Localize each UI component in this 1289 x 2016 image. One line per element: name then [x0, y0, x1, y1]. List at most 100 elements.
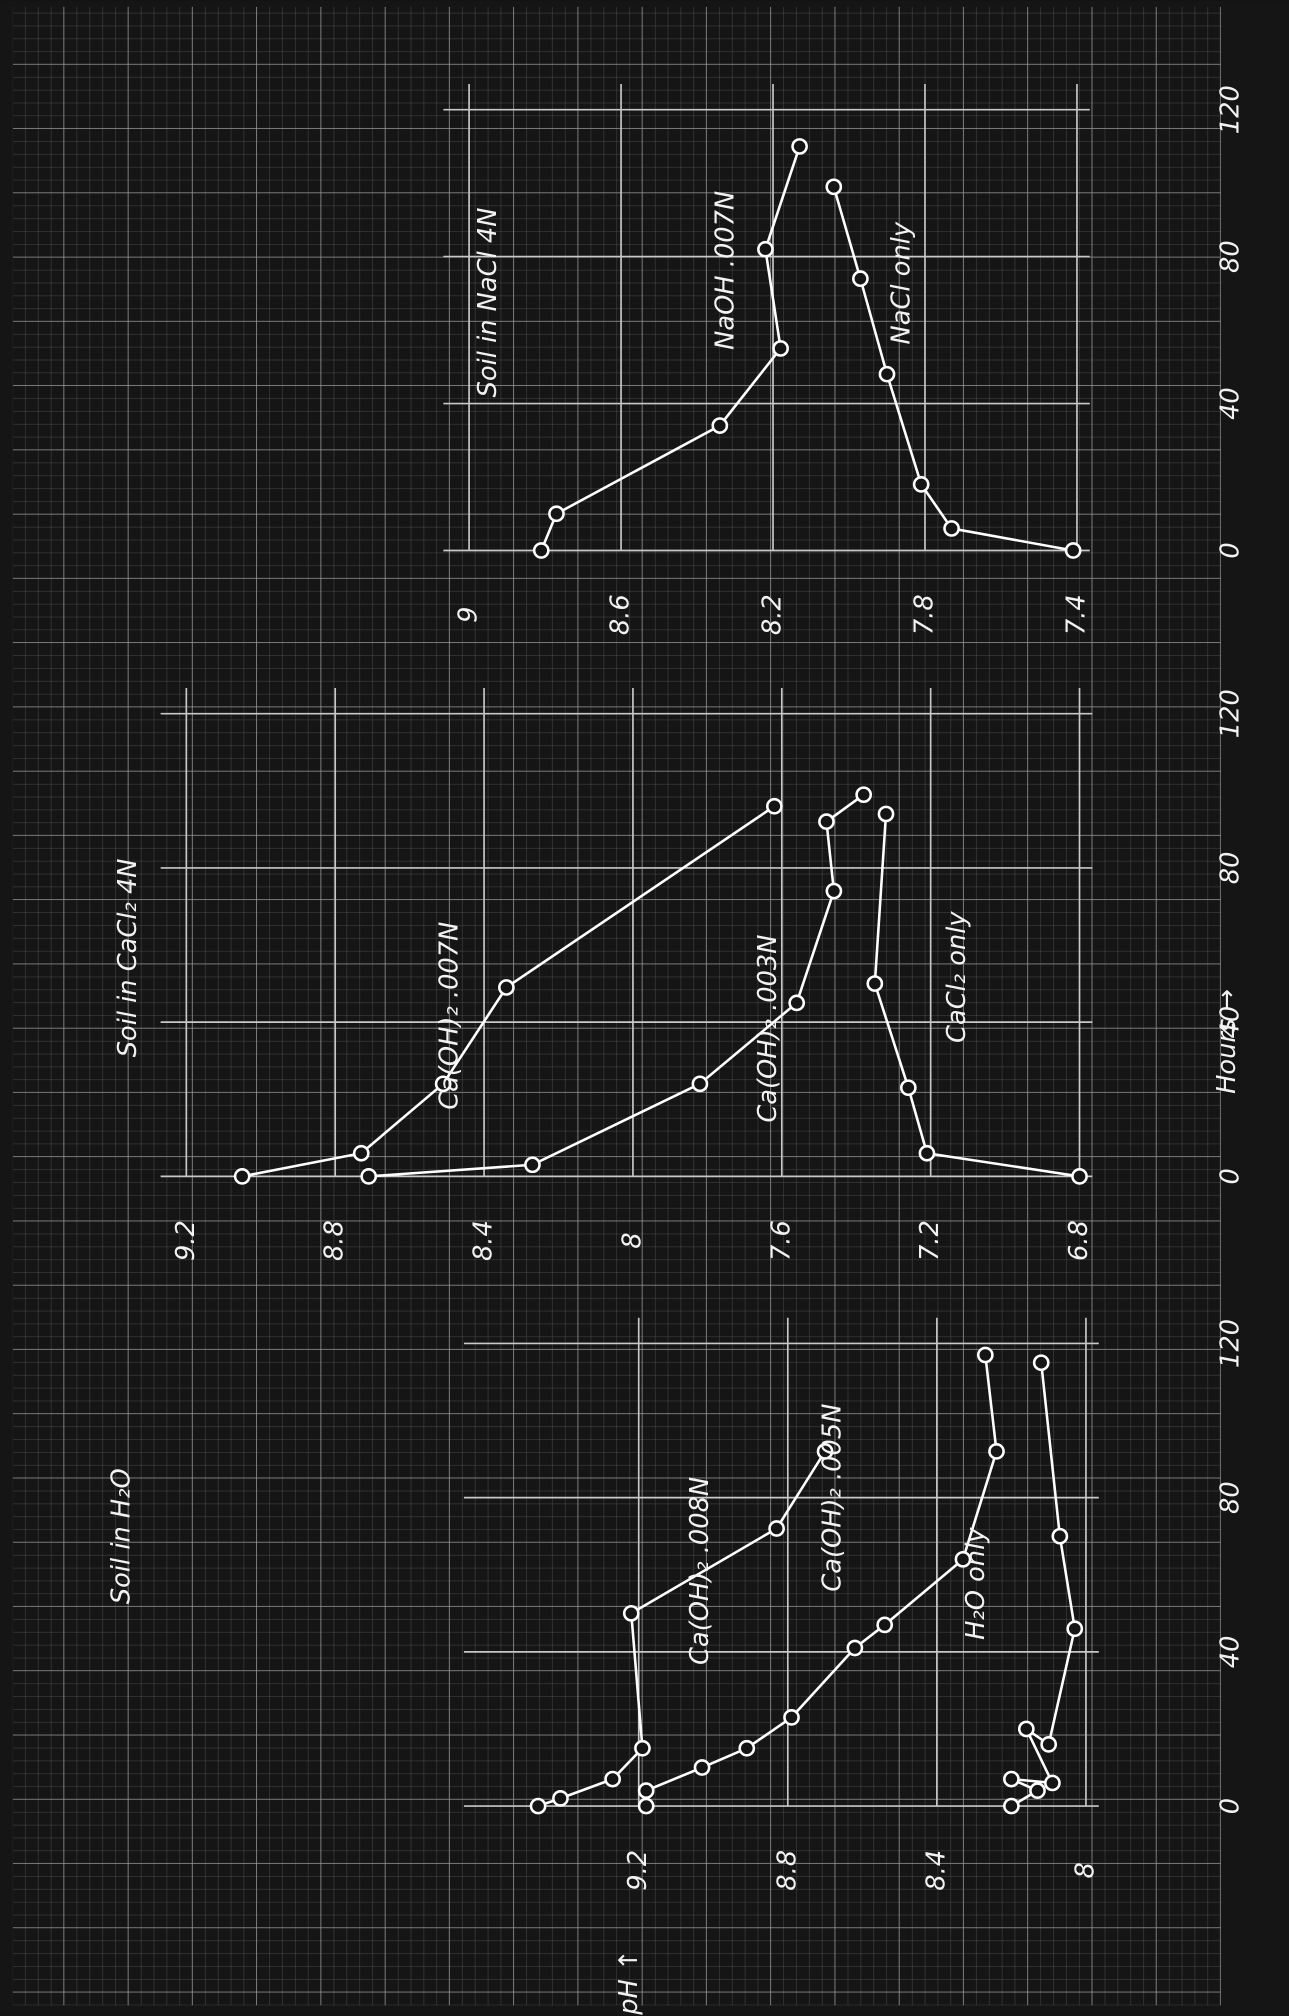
- data-point: [498, 979, 515, 996]
- chart-title: Soil in CaCl₂ 4N: [113, 858, 143, 1057]
- series-label: Ca(OH)₂ .007N: [434, 922, 464, 1110]
- series-line: [832, 186, 1074, 552]
- x-tick-label: 40: [1216, 387, 1246, 420]
- series-line: [644, 1354, 998, 1807]
- data-point: [818, 813, 835, 831]
- chart-title: Soil in NaCl 4N: [473, 208, 503, 398]
- x-tick-label: 80: [1216, 852, 1246, 885]
- y-tick-label: 7.6: [766, 1220, 796, 1261]
- y-tick-label: 8.6: [606, 594, 636, 635]
- y-tick-label: 9.2: [171, 1220, 201, 1261]
- x-axis-label: Hours →: [1212, 989, 1242, 1094]
- data-point: [1029, 1782, 1046, 1800]
- data-point: [1044, 1774, 1061, 1792]
- graph-paper: [12, 6, 1221, 2006]
- x-tick-label: 120: [1216, 689, 1246, 738]
- data-point: [866, 975, 884, 992]
- series-label: NaCl only: [887, 221, 917, 344]
- data-point: [855, 786, 873, 804]
- series-label: Ca(OH)₂ .003N: [753, 934, 783, 1122]
- data-point: [912, 476, 930, 493]
- x-tick-label: 0: [1216, 542, 1246, 558]
- y-tick-label: 9: [454, 607, 484, 623]
- y-tick-label: 8.2: [758, 594, 788, 635]
- data-point: [360, 1168, 378, 1185]
- data-point: [552, 1790, 569, 1807]
- chart-title: Soil in H₂O: [107, 1468, 137, 1604]
- x-tick-label: 0: [1216, 1798, 1246, 1814]
- data-point: [524, 1156, 541, 1174]
- y-tick-label: 8.4: [921, 1850, 951, 1891]
- data-point: [233, 1168, 251, 1185]
- data-point: [691, 1075, 709, 1093]
- x-tick-label: 120: [1216, 85, 1246, 134]
- data-point: [1071, 1168, 1088, 1185]
- y-tick-label: 8.8: [320, 1220, 350, 1261]
- y-tick-label: 8: [1070, 1862, 1100, 1878]
- data-point: [352, 1144, 370, 1162]
- data-point: [1066, 1620, 1084, 1638]
- data-point: [1032, 1354, 1050, 1372]
- x-tick-label: 40: [1216, 1006, 1246, 1039]
- data-point: [711, 417, 729, 434]
- y-tick-label: 8.8: [772, 1850, 802, 1891]
- data-point: [757, 240, 774, 258]
- y-tick-label: 9.2: [623, 1850, 653, 1891]
- x-tick-label: 80: [1216, 240, 1246, 273]
- series-label: Ca(OH)₂ .005N: [817, 1404, 847, 1592]
- data-point: [918, 1144, 936, 1162]
- series-label: Ca(OH)₂ .008N: [685, 1477, 715, 1665]
- y-tick-label: 7.8: [909, 594, 939, 635]
- data-point: [434, 1075, 452, 1093]
- data-point: [783, 1709, 800, 1726]
- data-point: [816, 1443, 834, 1460]
- series-label: NaOH .007N: [711, 191, 741, 350]
- data-point: [976, 1346, 994, 1364]
- series-label: H₂O only: [961, 1527, 991, 1640]
- data-point: [637, 1782, 655, 1800]
- data-point: [1003, 1770, 1020, 1788]
- data-point: [1017, 1720, 1035, 1738]
- data-point: [604, 1770, 621, 1788]
- y-tick-label: 8: [617, 1232, 647, 1248]
- data-point: [943, 520, 960, 537]
- data-point: [788, 994, 806, 1012]
- data-point: [1064, 542, 1082, 559]
- data-point: [846, 1639, 864, 1657]
- data-point: [693, 1759, 711, 1776]
- data-point: [637, 1797, 655, 1815]
- y-axis-label: pH ↑: [614, 1949, 644, 2015]
- y-tick-label: 8.4: [469, 1220, 499, 1261]
- data-point: [634, 1739, 651, 1757]
- data-point: [878, 365, 896, 383]
- data-point: [1040, 1736, 1058, 1753]
- data-point: [772, 340, 789, 357]
- data-point: [825, 178, 843, 196]
- data-point: [765, 797, 783, 815]
- data-point: [791, 138, 808, 155]
- x-tick-label: 80: [1216, 1481, 1246, 1514]
- data-point: [877, 805, 895, 823]
- y-tick-label: 7.4: [1061, 594, 1091, 635]
- data-point: [1051, 1527, 1069, 1545]
- data-point: [825, 882, 843, 900]
- data-point: [1003, 1797, 1020, 1815]
- y-tick-label: 7.2: [915, 1220, 945, 1261]
- data-point: [548, 505, 565, 523]
- data-point: [954, 1550, 972, 1568]
- data-point: [738, 1739, 756, 1757]
- data-point: [529, 1797, 547, 1815]
- data-point: [876, 1616, 894, 1634]
- data-point: [899, 1079, 917, 1097]
- y-tick-label: 6.8: [1064, 1220, 1094, 1261]
- x-tick-label: 120: [1216, 1319, 1246, 1368]
- series-label: CaCl₂ only: [942, 911, 972, 1043]
- data-point: [768, 1520, 785, 1537]
- x-tick-label: 0: [1216, 1168, 1246, 1184]
- x-tick-label: 40: [1216, 1636, 1246, 1669]
- data-point: [622, 1604, 640, 1622]
- data-point: [532, 542, 550, 559]
- data-point: [852, 270, 869, 288]
